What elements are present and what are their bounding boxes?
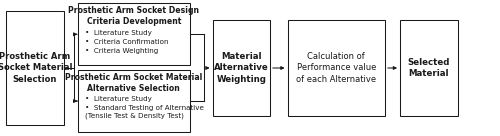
Text: •  Criteria Weighting: • Criteria Weighting: [85, 48, 158, 54]
Text: Selected
Material: Selected Material: [408, 58, 450, 78]
Text: Prosthetic Arm Socket Material
Alternative Selection: Prosthetic Arm Socket Material Alternati…: [65, 73, 202, 92]
Text: •  Literature Study: • Literature Study: [85, 96, 152, 102]
Bar: [78, 3, 190, 65]
Text: •  Criteria Confirmation: • Criteria Confirmation: [85, 39, 168, 45]
Text: Material
Alternative
Weighting: Material Alternative Weighting: [214, 52, 268, 84]
Bar: [400, 20, 458, 116]
Bar: [288, 20, 385, 116]
Text: •  Literature Study: • Literature Study: [85, 30, 152, 36]
Bar: [212, 20, 270, 116]
Text: Prosthetic Arm
Socket Material
Selection: Prosthetic Arm Socket Material Selection: [0, 52, 72, 84]
Text: Calculation of
Performance value
of each Alternative: Calculation of Performance value of each…: [296, 52, 376, 84]
Text: •  Standard Testing of Alternative
(Tensile Test & Density Test): • Standard Testing of Alternative (Tensi…: [85, 106, 204, 119]
Bar: [6, 11, 64, 125]
Text: Prosthetic Arm Socket Design
Criteria Development: Prosthetic Arm Socket Design Criteria De…: [68, 6, 199, 26]
Bar: [78, 70, 190, 132]
